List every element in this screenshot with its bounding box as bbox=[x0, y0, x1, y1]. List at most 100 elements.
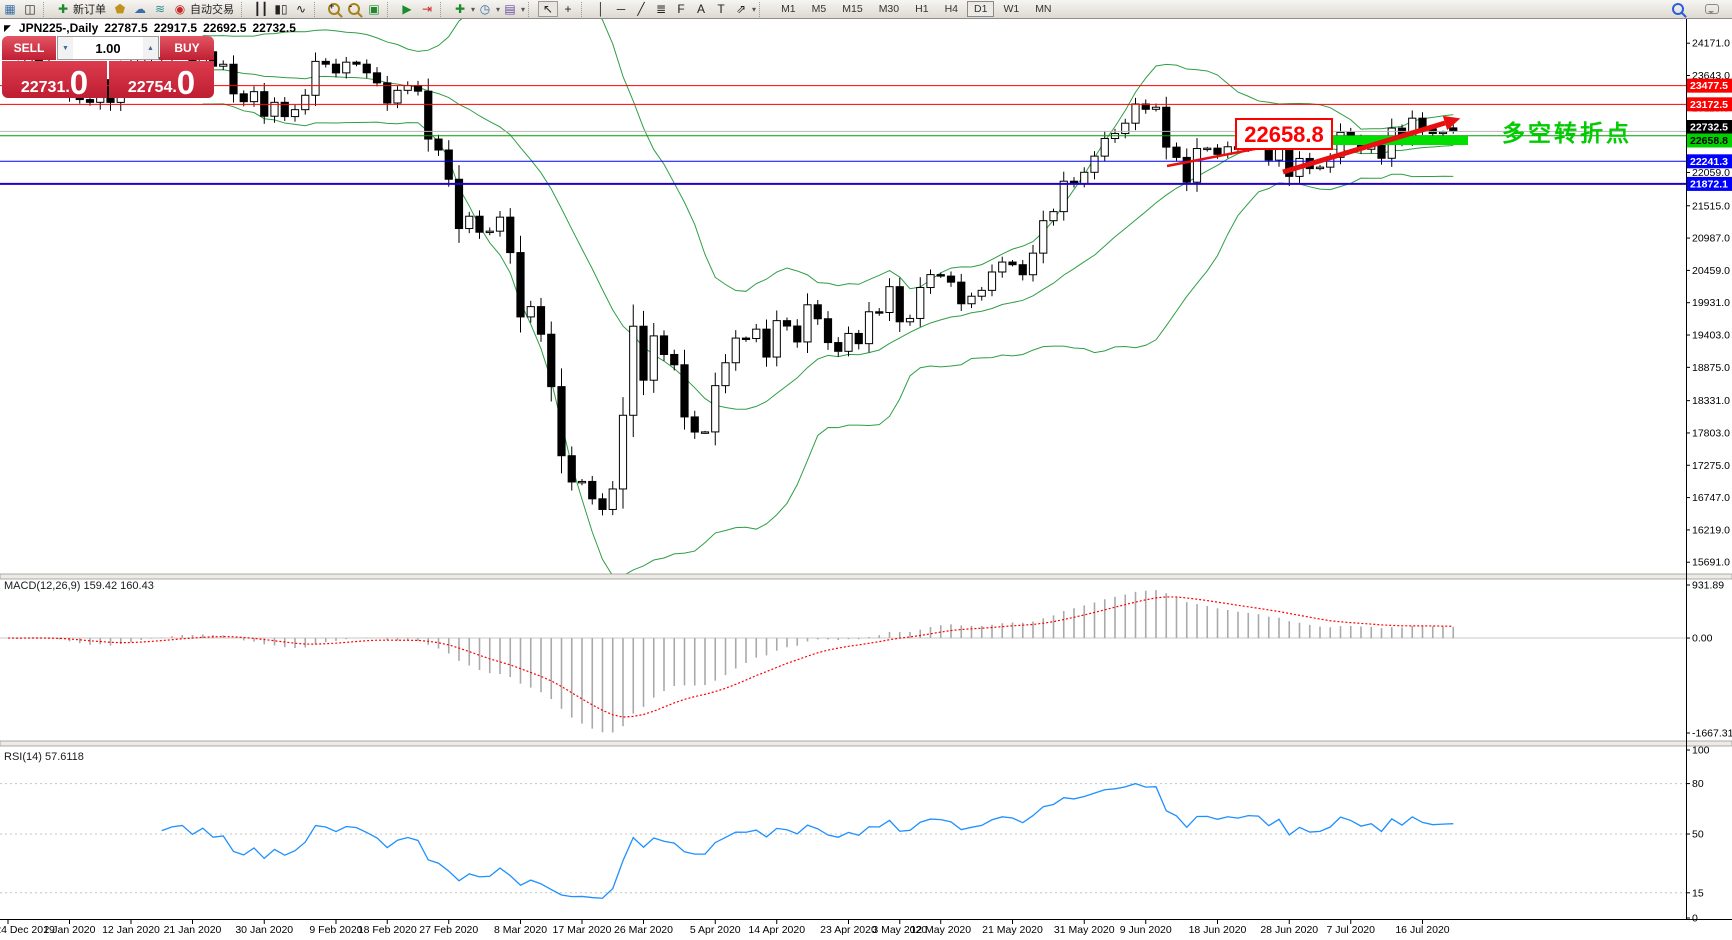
svg-text:17803.0: 17803.0 bbox=[1692, 427, 1730, 439]
horizontal-level-lines[interactable] bbox=[0, 85, 1686, 185]
svg-text:931.89: 931.89 bbox=[1692, 580, 1724, 592]
macd-histogram bbox=[17, 590, 1455, 733]
svg-text:100: 100 bbox=[1692, 745, 1710, 757]
timeframe-h1-button[interactable]: H1 bbox=[915, 3, 929, 15]
dropdown-caret-icon[interactable]: ▾ bbox=[496, 4, 501, 14]
svg-text:22658.8: 22658.8 bbox=[1690, 135, 1728, 147]
svg-text:19403.0: 19403.0 bbox=[1692, 330, 1730, 342]
svg-text:18 Feb 2020: 18 Feb 2020 bbox=[358, 924, 417, 936]
chart-profile-icon[interactable]: ◫ bbox=[24, 2, 36, 16]
turning-point-label: 多空转折点 bbox=[1502, 120, 1632, 146]
new-order-label[interactable]: 新订单 bbox=[73, 4, 106, 16]
chat-icon[interactable] bbox=[1702, 1, 1722, 17]
svg-text:50: 50 bbox=[1692, 829, 1704, 841]
svg-text:21872.1: 21872.1 bbox=[1690, 178, 1728, 190]
bars-chart-icon[interactable]: ┃┃ bbox=[253, 2, 269, 16]
timeframe-w1-button[interactable]: W1 bbox=[1003, 3, 1020, 15]
timeframe-m5-button[interactable]: M5 bbox=[811, 3, 827, 15]
zoom-in-icon[interactable]: + bbox=[324, 1, 344, 17]
volume-decrease-button[interactable]: ▼ bbox=[58, 37, 73, 59]
svg-text:9 Jun 2020: 9 Jun 2020 bbox=[1120, 924, 1172, 936]
svg-text:21 Jan 2020: 21 Jan 2020 bbox=[164, 924, 222, 936]
channel-icon[interactable]: ≣ bbox=[656, 2, 667, 16]
vline-icon[interactable]: │ bbox=[597, 2, 605, 16]
periods-icon[interactable]: ◷ bbox=[479, 2, 491, 16]
text-icon[interactable]: A bbox=[697, 2, 706, 16]
low-value: 22692.5 bbox=[203, 21, 247, 35]
svg-text:27 Feb 2020: 27 Feb 2020 bbox=[419, 924, 478, 936]
sell-button[interactable]: SELL bbox=[2, 36, 56, 60]
sell-price-pip: 0 bbox=[69, 63, 89, 101]
arrows-icon[interactable]: ⇗ bbox=[736, 2, 747, 16]
sell-price-display[interactable]: 22731. 0 bbox=[2, 61, 107, 101]
new-order-icon[interactable]: ✚ bbox=[57, 2, 69, 16]
crosshair-icon[interactable]: + bbox=[564, 2, 572, 16]
svg-text:5 Apr 2020: 5 Apr 2020 bbox=[690, 924, 741, 936]
price-annotation-text: 22658.8 bbox=[1244, 122, 1324, 147]
toolbar-separator bbox=[43, 1, 50, 17]
svg-text:19931.0: 19931.0 bbox=[1692, 297, 1730, 309]
candles-chart-icon[interactable]: ▮▯ bbox=[274, 2, 288, 16]
cloud-icon[interactable]: ☁ bbox=[134, 2, 146, 16]
timeframe-d1-button[interactable]: D1 bbox=[967, 1, 995, 17]
svg-text:22241.3: 22241.3 bbox=[1690, 156, 1728, 168]
svg-text:30 Jan 2020: 30 Jan 2020 bbox=[235, 924, 293, 936]
autotrade-icon[interactable]: ◉ bbox=[174, 2, 186, 16]
timeframe-h4-button[interactable]: H4 bbox=[944, 3, 958, 15]
line-chart-icon[interactable]: ∿ bbox=[295, 2, 307, 16]
zoom-out-icon[interactable]: - bbox=[344, 1, 364, 17]
svg-text:17275.0: 17275.0 bbox=[1692, 460, 1730, 472]
indicators-icon[interactable]: ✚ bbox=[454, 2, 466, 16]
svg-text:2 Jan 2020: 2 Jan 2020 bbox=[44, 924, 96, 936]
symbol-period-label: JPN225-,Daily bbox=[18, 21, 99, 35]
dropdown-caret-icon[interactable]: ▾ bbox=[471, 4, 476, 14]
dropdown-caret-icon[interactable]: ▾ bbox=[752, 4, 757, 14]
chart-shift-icon[interactable]: ⇥ bbox=[421, 2, 433, 16]
search-icon[interactable] bbox=[1668, 1, 1688, 17]
chart-symbol-icon: ◤ bbox=[4, 22, 11, 33]
timeframe-m30-button[interactable]: M30 bbox=[878, 3, 900, 15]
volume-stepper: ▼ 1.00 ▲ bbox=[57, 36, 159, 60]
autoscroll-icon[interactable]: ▶ bbox=[402, 2, 412, 16]
svg-text:24 Dec 2019: 24 Dec 2019 bbox=[0, 924, 55, 936]
svg-text:80: 80 bbox=[1692, 778, 1704, 790]
pane-separator[interactable] bbox=[0, 740, 1732, 747]
dropdown-caret-icon[interactable]: ▾ bbox=[521, 4, 526, 14]
auto-trading-label[interactable]: 自动交易 bbox=[190, 4, 234, 16]
high-value: 22917.5 bbox=[153, 21, 198, 35]
svg-text:28 Jun 2020: 28 Jun 2020 bbox=[1260, 924, 1318, 936]
eraser-icon[interactable]: ⬟ bbox=[114, 2, 126, 16]
toolbar-separator bbox=[314, 1, 321, 17]
svg-text:23 Apr 2020: 23 Apr 2020 bbox=[820, 924, 877, 936]
buy-button[interactable]: BUY bbox=[160, 36, 214, 60]
trendline-icon[interactable]: ╱ bbox=[637, 2, 645, 16]
tile-windows-icon[interactable]: ▣ bbox=[368, 2, 380, 16]
timeframe-mn-button[interactable]: MN bbox=[1035, 3, 1052, 15]
macd-signal-line bbox=[7, 596, 1454, 718]
fibo-icon[interactable]: F bbox=[677, 2, 685, 16]
hline-icon[interactable]: ─ bbox=[616, 2, 626, 16]
volume-increase-button[interactable]: ▲ bbox=[143, 37, 158, 59]
signal-icon[interactable]: ≋ bbox=[154, 2, 166, 16]
buy-price-pip: 0 bbox=[176, 63, 196, 101]
buy-price-display[interactable]: 22754. 0 bbox=[109, 61, 214, 101]
volume-value[interactable]: 1.00 bbox=[95, 40, 121, 56]
pane-separator[interactable] bbox=[0, 573, 1732, 580]
label-icon[interactable]: T bbox=[717, 2, 725, 16]
cursor-icon[interactable]: ↖ bbox=[538, 1, 559, 17]
timeframe-m1-button[interactable]: M1 bbox=[781, 3, 796, 15]
price-annotation-box[interactable] bbox=[1235, 118, 1333, 150]
timeframe-m15-button[interactable]: M15 bbox=[842, 3, 863, 15]
svg-text:21515.0: 21515.0 bbox=[1692, 200, 1730, 212]
svg-text:18875.0: 18875.0 bbox=[1692, 362, 1730, 374]
toolbar-separator bbox=[581, 1, 588, 17]
svg-text:23477.5: 23477.5 bbox=[1690, 80, 1728, 92]
chart-window-icon[interactable]: ▦ bbox=[4, 2, 16, 16]
open-value: 22787.5 bbox=[104, 21, 148, 35]
templates-icon[interactable]: ▤ bbox=[504, 2, 516, 16]
trend-arrow[interactable] bbox=[1282, 120, 1446, 175]
rsi-label: RSI(14) 57.6118 bbox=[4, 751, 84, 763]
chart-header: ◤ JPN225-,Daily 22787.5 22917.5 22692.5 … bbox=[4, 21, 296, 35]
